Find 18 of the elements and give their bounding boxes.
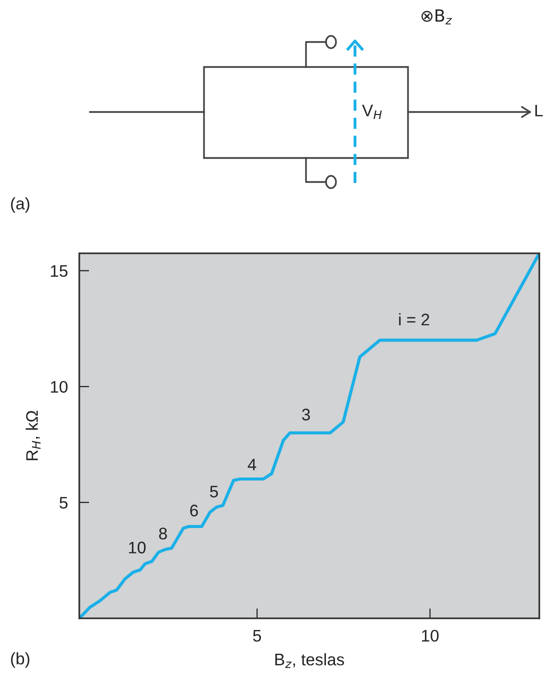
text: L bbox=[535, 104, 543, 116]
y-tick-label: 15 bbox=[50, 265, 68, 277]
text: (a) bbox=[11, 197, 30, 213]
annotation: 8 bbox=[159, 528, 167, 540]
text: V$_{H}$ bbox=[362, 104, 382, 120]
y-tick-label: 5 bbox=[60, 497, 68, 509]
annotation: 4 bbox=[248, 458, 256, 470]
y-axis-title: R$_{H}$, kΩ bbox=[26, 410, 41, 460]
x-axis-title: B$_{z}$, teslas bbox=[275, 653, 344, 668]
annotation: 5 bbox=[210, 486, 218, 498]
annotation: i = 2 bbox=[399, 313, 430, 326]
annotation: 6 bbox=[190, 504, 198, 516]
line-series bbox=[79, 254, 540, 618]
y-tick-label: 10 bbox=[50, 380, 68, 393]
text: ⊗B$_{z}$ bbox=[422, 9, 452, 24]
annotation: 3 bbox=[302, 408, 310, 420]
text: (b) bbox=[11, 652, 30, 668]
annotation: 10 bbox=[129, 542, 146, 554]
